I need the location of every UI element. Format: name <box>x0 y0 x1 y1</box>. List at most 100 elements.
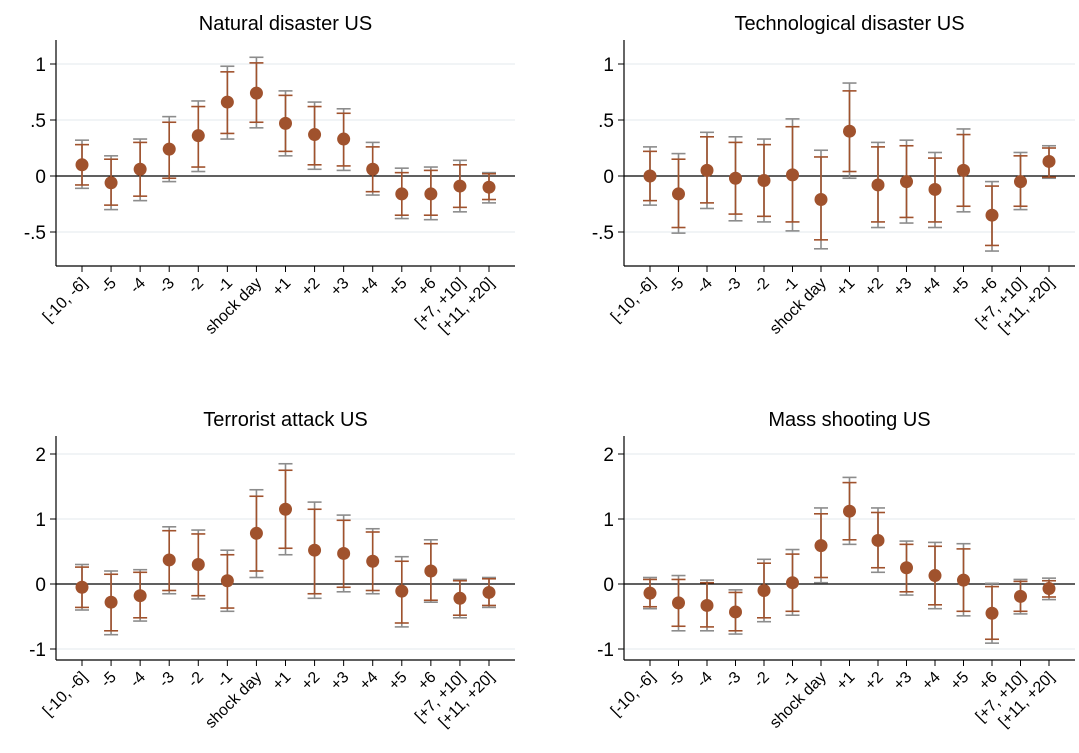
panel-title: Mass shooting US <box>768 409 930 431</box>
x-tick-label: -4 <box>694 275 716 297</box>
y-tick-label: 1 <box>603 55 614 76</box>
estimate-point <box>957 573 970 587</box>
x-tick-label: +5 <box>386 275 411 300</box>
estimate-point <box>1042 154 1056 168</box>
estimate-point <box>786 576 799 590</box>
estimate-point <box>786 168 799 182</box>
y-tick-label: .5 <box>598 111 614 132</box>
y-tick-label: -1 <box>597 640 614 661</box>
estimate-point <box>453 591 467 605</box>
estimate-point <box>871 533 885 547</box>
estimate-point <box>900 561 913 575</box>
x-tick-label: +2 <box>298 275 323 300</box>
estimate-point <box>162 142 176 156</box>
y-tick-label: 0 <box>603 167 614 188</box>
estimate-point <box>482 180 496 194</box>
estimate-point <box>191 558 205 571</box>
estimate-point <box>643 586 657 600</box>
estimate-point <box>366 554 380 568</box>
x-tick-label: +3 <box>328 669 353 694</box>
y-tick-label: 0 <box>603 575 614 596</box>
x-tick-label: +1 <box>833 275 858 300</box>
estimate-point <box>133 589 147 603</box>
estimate-point <box>279 116 292 130</box>
x-tick-label: +4 <box>919 275 944 300</box>
x-tick-label: [-10, -6] <box>608 669 659 720</box>
estimate-point <box>104 595 118 609</box>
estimate-point <box>337 132 351 146</box>
x-tick-label: -1 <box>214 669 236 691</box>
estimate-point <box>757 173 771 187</box>
estimate-point <box>220 95 234 109</box>
estimate-point <box>75 580 89 594</box>
x-tick-label: -5 <box>98 669 120 691</box>
x-tick-label: -1 <box>214 275 236 297</box>
x-tick-label: -2 <box>185 669 207 691</box>
x-tick-label: -5 <box>665 275 687 297</box>
estimate-point <box>1014 175 1027 189</box>
estimate-point <box>279 502 292 516</box>
x-tick-label: +3 <box>328 275 353 300</box>
x-tick-label: -4 <box>127 669 149 691</box>
estimate-point <box>191 129 205 143</box>
x-tick-label: +2 <box>298 669 323 694</box>
estimate-point <box>424 564 438 578</box>
estimate-point <box>1014 589 1027 603</box>
x-tick-label: +3 <box>890 275 915 300</box>
x-tick-label: -3 <box>156 275 178 297</box>
x-tick-label: [-10, -6] <box>608 275 659 326</box>
estimate-point <box>814 539 828 553</box>
estimate-point <box>672 596 685 610</box>
y-tick-label: 2 <box>35 445 46 466</box>
x-tick-label: +1 <box>833 669 858 694</box>
estimate-point <box>957 163 970 177</box>
estimate-point <box>104 176 118 190</box>
x-tick-label: +5 <box>947 669 972 694</box>
estimate-point <box>814 193 828 207</box>
estimate-point <box>249 86 263 100</box>
y-tick-label: 0 <box>35 575 46 596</box>
estimate-point <box>843 124 856 138</box>
estimate-point <box>308 128 322 142</box>
estimate-point <box>928 569 942 583</box>
estimate-point <box>985 606 999 620</box>
x-tick-label: -2 <box>185 275 207 297</box>
x-tick-label: -4 <box>127 275 149 297</box>
x-tick-label: shock day <box>202 669 265 732</box>
estimate-point <box>366 162 380 176</box>
y-tick-label: 2 <box>603 445 614 466</box>
x-tick-label: +4 <box>357 275 382 300</box>
y-tick-label: -1 <box>29 640 46 661</box>
estimate-point <box>220 574 234 588</box>
y-tick-label: 1 <box>35 510 46 531</box>
estimate-point <box>700 598 714 612</box>
estimate-point <box>900 175 913 189</box>
x-tick-label: -3 <box>156 669 178 691</box>
panel-2: Technological disaster US 1 .5 0 -.5 [-10, -6… <box>592 13 1075 338</box>
x-tick-label: shock day <box>202 275 265 338</box>
estimate-point <box>985 208 999 222</box>
estimate-point <box>75 158 89 172</box>
x-tick-label: -5 <box>665 669 687 691</box>
estimate-point <box>1042 582 1056 596</box>
estimate-point <box>308 543 322 557</box>
y-tick-label: -.5 <box>24 223 46 244</box>
x-tick-label: -2 <box>751 669 773 691</box>
x-tick-label: +3 <box>890 669 915 694</box>
estimate-point <box>133 162 147 176</box>
estimate-point <box>424 187 438 201</box>
estimate-point <box>249 526 263 540</box>
x-tick-label: +5 <box>386 669 411 694</box>
x-tick-label: [-10, -6] <box>40 669 91 720</box>
x-tick-label: +1 <box>269 275 294 300</box>
panel-1: Natural disaster US1.50-.5[-10, -6] -5 -4-… <box>24 13 515 338</box>
panel-title: Technological disaster US <box>734 13 964 35</box>
x-tick-label: -5 <box>98 275 120 297</box>
x-tick-label: +4 <box>357 669 382 694</box>
x-tick-label: [-10, -6] <box>40 275 91 326</box>
estimate-point <box>729 171 742 185</box>
estimate-point <box>395 584 409 598</box>
